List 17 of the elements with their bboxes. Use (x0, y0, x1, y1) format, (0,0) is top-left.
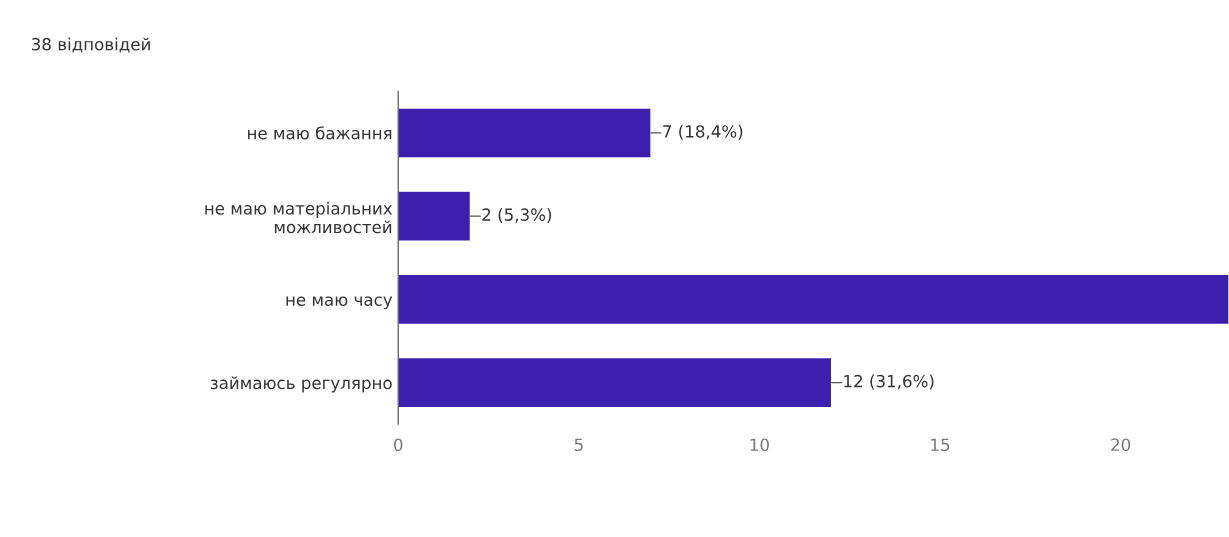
x-tick-label: 10 (750, 438, 769, 452)
data-label: 12 (31,6%) (844, 374, 934, 390)
x-tick-label: 0 (393, 438, 403, 452)
y-tick-label: не маю бажання (248, 126, 392, 140)
bar (398, 107, 652, 159)
text: 38 відповідей (32, 37, 150, 53)
y-tick-label: займаюсь регулярно (210, 376, 392, 393)
y-tick-label: не маю часу (286, 296, 393, 310)
bar (398, 273, 1229, 326)
bar (398, 190, 472, 242)
x-tick-label: 15 (931, 438, 950, 452)
data-label: 2 (5,3%) (482, 208, 552, 223)
x-tick-label: 20 (1111, 438, 1131, 452)
y-tick-label: не маю матеріальних можливостей (205, 201, 393, 234)
data-label: 7 (18,4%) (663, 124, 743, 140)
bar (398, 356, 833, 409)
x-tick-label: 5 (574, 438, 583, 452)
